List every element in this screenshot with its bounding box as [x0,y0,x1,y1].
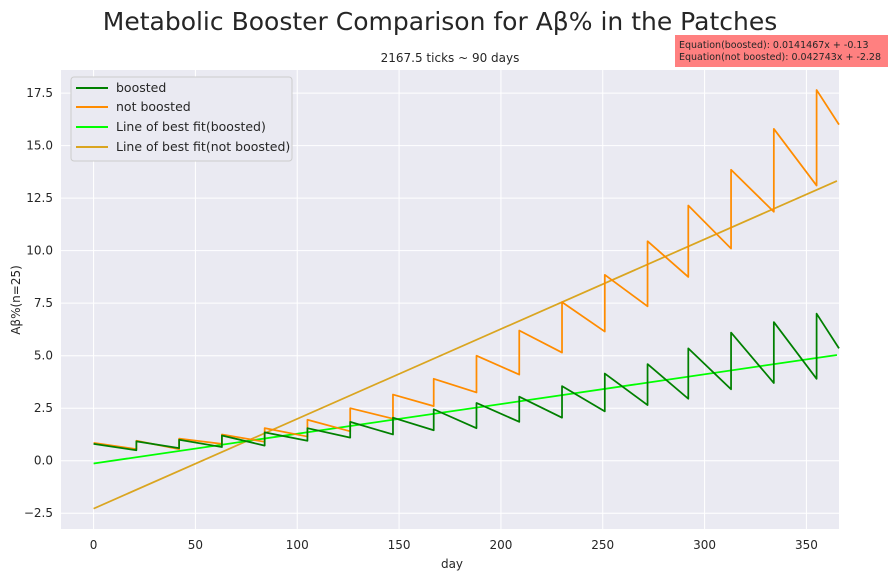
equation-boosted: Equation(boosted): 0.0141467x + -0.13 [679,40,869,51]
x-tick-labels: 0 50 100 150 200 250 300 350 [90,538,818,552]
chart-subtitle: 2167.5 ticks ~ 90 days [381,51,520,65]
x-tick-label: 350 [795,538,818,552]
y-tick-label: 15.0 [26,139,53,153]
series-line-line-of-best-fit-not-boosted [93,180,838,510]
chart-title: Metabolic Booster Comparison for Aβ% in … [103,7,778,36]
y-axis-label: Aβ%(n=25) [9,265,23,335]
x-tick-label: 100 [286,538,309,552]
legend-box [70,76,293,162]
equation-not-boosted: Equation(not boosted): 0.042743x + -2.28 [679,52,881,63]
x-tick-label: 50 [188,538,203,552]
equation-box [675,35,888,67]
legend-label-boosted: boosted [116,80,166,95]
legend-label-not-boosted: not boosted [116,99,191,114]
y-tick-label: 2.5 [34,401,53,415]
grid-lines [61,70,839,529]
y-tick-label: 7.5 [34,296,53,310]
equation-annotation: Equation(boosted): 0.0141467x + -0.13 Eq… [675,35,888,67]
series-layer [93,89,840,510]
y-tick-label: 10.0 [26,244,53,258]
x-tick-label: 150 [388,538,411,552]
legend-label-fit-boosted: Line of best fit(boosted) [116,119,266,134]
y-tick-label: 17.5 [26,86,53,100]
x-tick-label: 300 [693,538,716,552]
y-tick-label: 0.0 [34,454,53,468]
legend-label-fit-not-boosted: Line of best fit(not boosted) [116,139,290,154]
y-tick-labels: −2.5 0.0 2.5 5.0 7.5 10.0 12.5 15.0 17.5 [24,86,53,520]
y-tick-label: −2.5 [24,506,53,520]
y-tick-label: 12.5 [26,191,53,205]
legend: boosted not boosted Line of best fit(boo… [70,76,293,162]
x-tick-label: 250 [591,538,614,552]
x-tick-label: 200 [489,538,512,552]
x-tick-label: 0 [90,538,98,552]
series-line-boosted [93,312,840,452]
y-tick-label: 5.0 [34,349,53,363]
x-axis-label: day [441,557,463,571]
